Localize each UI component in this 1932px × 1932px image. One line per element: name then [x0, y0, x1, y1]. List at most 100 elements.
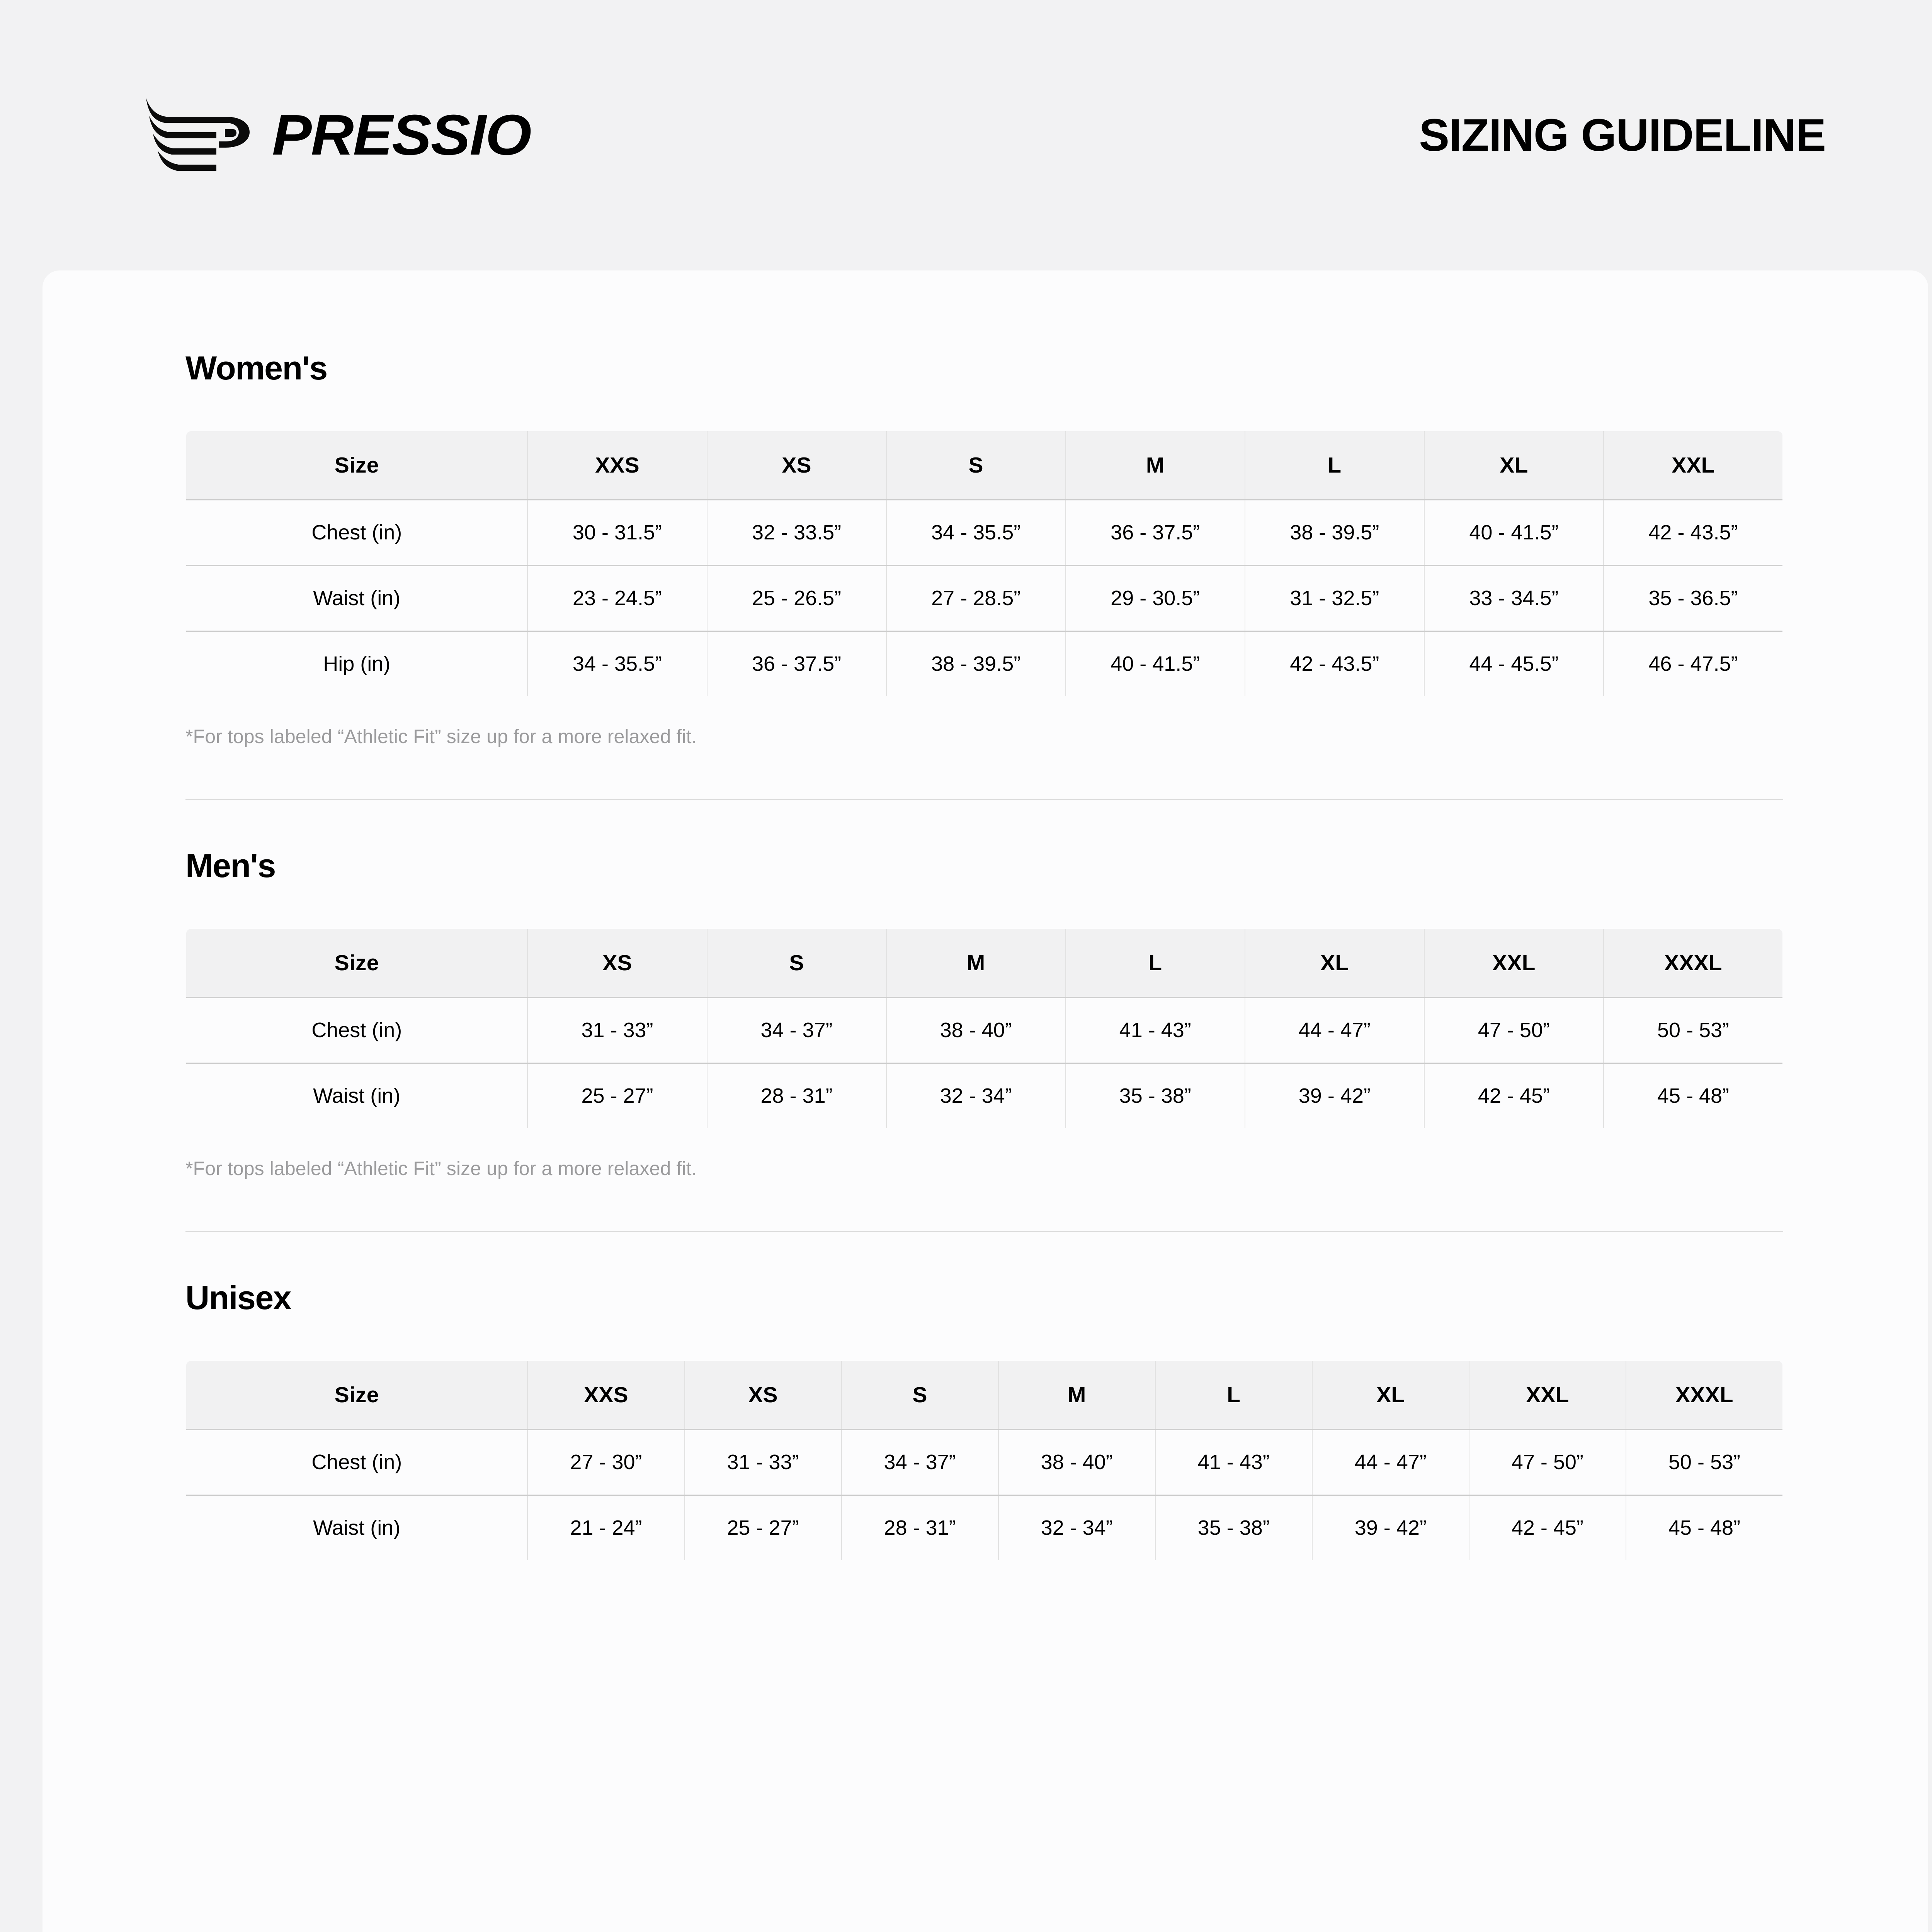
- table-cell: 38 - 40”: [998, 1429, 1155, 1495]
- table-cell: 28 - 31”: [706, 1062, 886, 1128]
- brand-lockup: PRESSIO: [143, 96, 532, 175]
- table-cell: 29 - 30.5”: [1065, 565, 1245, 631]
- table-cell: 32 - 34”: [998, 1494, 1155, 1560]
- spacer: [185, 1232, 1783, 1281]
- column-header-xxl: XXL: [1603, 431, 1782, 500]
- footnote-womens: *For tops labeled “Athletic Fit” size up…: [185, 726, 697, 747]
- table-cell: 47 - 50”: [1468, 1429, 1626, 1495]
- section-divider: [185, 1231, 1783, 1232]
- table-cell: 42 - 43.5”: [1244, 630, 1424, 696]
- table-cell: 50 - 53”: [1603, 997, 1782, 1063]
- column-header-xxs: XXS: [527, 431, 707, 500]
- table-row: Hip (in) 34 - 35.5” 36 - 37.5” 38 - 39.5…: [186, 630, 1782, 696]
- column-header-size: Size: [186, 431, 528, 500]
- column-header-xxxl: XXXL: [1603, 929, 1782, 997]
- table-cell: 38 - 39.5”: [886, 630, 1066, 696]
- column-header-size: Size: [186, 1361, 528, 1429]
- column-header-s: S: [886, 431, 1066, 500]
- table-cell: 45 - 48”: [1625, 1494, 1782, 1560]
- table-cell: 42 - 45”: [1423, 1062, 1604, 1128]
- row-label: Waist (in): [186, 1062, 528, 1128]
- page-title: SIZING GUIDELINE: [1419, 110, 1826, 161]
- column-header-m: M: [886, 929, 1066, 997]
- table-row: Waist (in) 25 - 27” 28 - 31” 32 - 34” 35…: [186, 1062, 1782, 1128]
- column-header-xs: XS: [684, 1361, 842, 1429]
- table-cell: 27 - 30”: [527, 1429, 685, 1495]
- table-cell: 42 - 43.5”: [1603, 499, 1782, 565]
- table-cell: 44 - 47”: [1244, 997, 1424, 1063]
- table-cell: 38 - 40”: [886, 997, 1066, 1063]
- column-header-xs: XS: [527, 929, 707, 997]
- table-header-row: Size XS S M L XL XXL XXXL: [186, 929, 1782, 997]
- section-divider: [185, 799, 1783, 800]
- womens-table-head: Size XXS XS S M L XL XXL: [186, 431, 1782, 500]
- column-header-l: L: [1065, 929, 1245, 997]
- mens-table-body: Chest (in) 31 - 33” 34 - 37” 38 - 40” 41…: [186, 997, 1782, 1128]
- table-cell: 34 - 37”: [841, 1429, 998, 1495]
- table-cell: 40 - 41.5”: [1065, 630, 1245, 696]
- table-cell: 40 - 41.5”: [1423, 499, 1604, 565]
- table-cell: 25 - 27”: [527, 1062, 707, 1128]
- section-unisex: Unisex Size XXS XS S M L XL XXL XXXL: [185, 1281, 1783, 1561]
- table-cell: 35 - 38”: [1155, 1494, 1312, 1560]
- mens-size-table: Size XS S M L XL XXL XXXL Chest (in): [185, 928, 1783, 1129]
- row-label: Chest (in): [186, 499, 528, 565]
- table-cell: 21 - 24”: [527, 1494, 685, 1560]
- unisex-table-body: Chest (in) 27 - 30” 31 - 33” 34 - 37” 38…: [186, 1429, 1782, 1560]
- table-cell: 31 - 32.5”: [1244, 565, 1424, 631]
- column-header-s: S: [706, 929, 886, 997]
- table-cell: 47 - 50”: [1423, 997, 1604, 1063]
- table-cell: 44 - 47”: [1311, 1429, 1469, 1495]
- row-label: Waist (in): [186, 565, 528, 631]
- womens-table-body: Chest (in) 30 - 31.5” 32 - 33.5” 34 - 35…: [186, 499, 1782, 696]
- section-title-unisex: Unisex: [185, 1279, 292, 1316]
- column-header-l: L: [1155, 1361, 1312, 1429]
- table-cell: 41 - 43”: [1155, 1429, 1312, 1495]
- row-label: Hip (in): [186, 630, 528, 696]
- mens-table-head: Size XS S M L XL XXL XXXL: [186, 929, 1782, 997]
- row-label: Chest (in): [186, 1429, 528, 1495]
- table-cell: 41 - 43”: [1065, 997, 1245, 1063]
- table-cell: 34 - 35.5”: [527, 630, 707, 696]
- table-cell: 34 - 37”: [706, 997, 886, 1063]
- brand-name: PRESSIO: [272, 103, 532, 167]
- column-header-xl: XL: [1423, 431, 1604, 500]
- table-cell: 38 - 39.5”: [1244, 499, 1424, 565]
- column-header-s: S: [841, 1361, 998, 1429]
- column-header-l: L: [1244, 431, 1424, 500]
- column-header-xxl: XXL: [1468, 1361, 1626, 1429]
- table-header-row: Size XXS XS S M L XL XXL: [186, 431, 1782, 500]
- table-row: Waist (in) 23 - 24.5” 25 - 26.5” 27 - 28…: [186, 565, 1782, 631]
- table-cell: 32 - 33.5”: [706, 499, 886, 565]
- table-cell: 36 - 37.5”: [706, 630, 886, 696]
- section-womens: Women's Size XXS XS S M L XL XXL: [185, 352, 1783, 749]
- table-cell: 25 - 26.5”: [706, 565, 886, 631]
- page-header: PRESSIO SIZING GUIDELINE: [0, 0, 1932, 270]
- table-cell: 34 - 35.5”: [886, 499, 1066, 565]
- table-row: Chest (in) 27 - 30” 31 - 33” 34 - 37” 38…: [186, 1429, 1782, 1495]
- table-cell: 36 - 37.5”: [1065, 499, 1245, 565]
- column-header-xl: XL: [1311, 1361, 1469, 1429]
- table-cell: 27 - 28.5”: [886, 565, 1066, 631]
- table-cell: 25 - 27”: [684, 1494, 842, 1560]
- womens-size-table: Size XXS XS S M L XL XXL Chest (in): [185, 430, 1783, 697]
- footnote-mens: *For tops labeled “Athletic Fit” size up…: [185, 1158, 697, 1179]
- column-header-m: M: [1065, 431, 1245, 500]
- table-header-row: Size XXS XS S M L XL XXL XXXL: [186, 1361, 1782, 1429]
- unisex-table-head: Size XXS XS S M L XL XXL XXXL: [186, 1361, 1782, 1429]
- section-mens: Men's Size XS S M L XL XXL XXXL: [185, 849, 1783, 1181]
- table-cell: 46 - 47.5”: [1603, 630, 1782, 696]
- unisex-size-table: Size XXS XS S M L XL XXL XXXL: [185, 1360, 1783, 1561]
- table-cell: 44 - 45.5”: [1423, 630, 1604, 696]
- pressio-wing-icon: [146, 98, 250, 171]
- column-header-size: Size: [186, 929, 528, 997]
- content-card: Women's Size XXS XS S M L XL XXL: [43, 270, 1928, 1932]
- table-cell: 50 - 53”: [1625, 1429, 1782, 1495]
- table-cell: 35 - 38”: [1065, 1062, 1245, 1128]
- table-cell: 39 - 42”: [1244, 1062, 1424, 1128]
- table-cell: 32 - 34”: [886, 1062, 1066, 1128]
- section-title-mens: Men's: [185, 847, 276, 884]
- table-cell: 45 - 48”: [1603, 1062, 1782, 1128]
- table-cell: 35 - 36.5”: [1603, 565, 1782, 631]
- column-header-xxs: XXS: [527, 1361, 685, 1429]
